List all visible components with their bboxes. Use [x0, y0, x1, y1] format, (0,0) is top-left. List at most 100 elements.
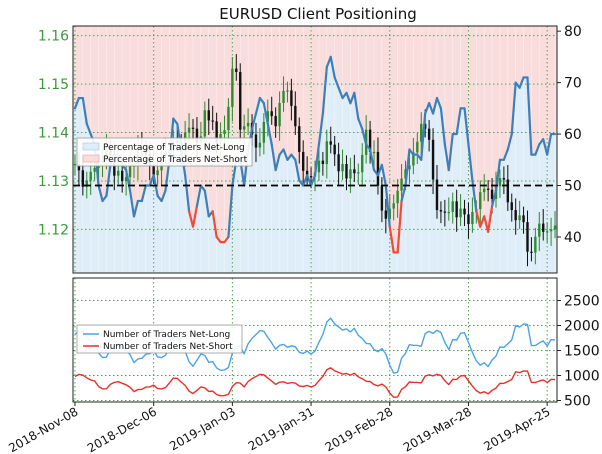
- candle: [211, 105, 214, 131]
- candle-body: [357, 172, 360, 174]
- candle-body: [341, 164, 344, 172]
- net-long-area-segment: [352, 92, 357, 273]
- net-long-line-segment: [227, 184, 234, 239]
- net-long-area-segment: [407, 149, 412, 273]
- net-long-line-segment: [467, 143, 474, 182]
- candle-body: [266, 111, 269, 122]
- net-long-line-segment: [132, 199, 140, 218]
- candle-body: [400, 178, 403, 191]
- net-long-line-segment: [203, 189, 210, 218]
- candle-body: [545, 231, 549, 233]
- candle: [431, 128, 435, 195]
- net-long-area-segment: [462, 108, 467, 273]
- net-short-area-segment: [194, 26, 200, 207]
- candle-body: [317, 160, 321, 173]
- candle: [187, 113, 191, 142]
- net-short-area-segment: [76, 26, 82, 99]
- candle-body: [203, 110, 207, 137]
- net-short-line-segment: [396, 199, 403, 254]
- candle-body: [404, 169, 407, 179]
- net-long-area-segment: [124, 170, 129, 273]
- legend-swatch: [82, 154, 100, 163]
- net-short-area-segment: [446, 26, 451, 171]
- candle: [447, 197, 450, 221]
- candle-body: [349, 169, 352, 179]
- candle-body: [242, 126, 246, 130]
- candle-body: [388, 208, 391, 219]
- legend-top: Percentage of Traders Net-Long Percentage…: [76, 137, 253, 167]
- candle: [538, 211, 541, 252]
- net-long-area-segment: [92, 144, 97, 273]
- right-axis-tick-label: 80: [564, 24, 582, 40]
- net-long-line-segment: [357, 117, 364, 131]
- x-axis-date-label: 2019-Apr-25: [481, 404, 552, 453]
- net-short-area-segment: [320, 26, 326, 114]
- right-axis-tick-label: 2500: [564, 294, 600, 310]
- candle-body: [120, 170, 124, 181]
- candle-body: [553, 225, 557, 230]
- net-short-area-segment: [273, 26, 278, 171]
- candle-body: [522, 215, 525, 223]
- net-short-area-segment: [250, 26, 255, 129]
- candle-body: [231, 68, 234, 107]
- net-short-area-segment: [297, 26, 302, 181]
- candle: [502, 166, 506, 195]
- candle-body: [463, 208, 466, 215]
- net-long-area-segment: [234, 159, 239, 273]
- candle-body: [506, 179, 510, 203]
- candle-body: [235, 68, 238, 73]
- candle-body: [294, 105, 297, 127]
- candle: [73, 155, 77, 176]
- net-long-line-segment: [321, 66, 328, 115]
- net-long-line-segment: [254, 96, 262, 115]
- net-long-line-segment: [302, 174, 309, 187]
- candle-body: [278, 103, 281, 127]
- net-short-area-segment: [375, 26, 381, 176]
- candle-body: [384, 210, 388, 219]
- net-long-area-segment: [273, 170, 278, 273]
- net-long-area-segment: [446, 170, 451, 273]
- candle-body: [298, 126, 301, 152]
- candle-body: [427, 128, 431, 140]
- x-axis: 2018-Nov-08 2018-Dec-06 2019-Jan-03 2019-Ja…: [6, 402, 553, 454]
- candle-body: [321, 160, 325, 165]
- candle-body: [254, 134, 258, 148]
- net-long-area-segment: [549, 134, 554, 273]
- net-long-line-segment: [384, 184, 391, 228]
- candle-body: [361, 154, 364, 173]
- net-short-area-segment: [265, 26, 270, 124]
- net-short-area-segment: [257, 26, 263, 99]
- net-long-area-segment: [171, 118, 176, 273]
- right-axis-tick-label: 40: [564, 230, 582, 246]
- net-long-line-segment: [400, 184, 407, 203]
- candle-body: [498, 178, 502, 187]
- candle-body: [534, 236, 537, 253]
- net-long-area-segment: [320, 113, 326, 274]
- net-short-area-segment: [462, 26, 467, 109]
- legend-box: [76, 137, 253, 167]
- candle-body: [467, 214, 470, 225]
- net-long-area-segment: [313, 175, 318, 273]
- candle: [329, 126, 332, 154]
- net-long-area-segment: [305, 175, 310, 273]
- net-long-line-segment: [463, 107, 470, 146]
- net-long-line-segment: [510, 81, 517, 136]
- candle: [542, 209, 545, 241]
- net-long-line-segment: [333, 76, 340, 89]
- candle-body: [490, 189, 494, 199]
- net-long-line-segment: [266, 122, 273, 146]
- net-short-line-segment: [191, 205, 199, 228]
- net-short-area-segment: [423, 26, 428, 114]
- net-long-area-segment: [415, 154, 420, 273]
- candle: [451, 192, 454, 224]
- net-long-area-segment: [179, 149, 184, 273]
- candle: [239, 63, 242, 142]
- net-long-line-segment: [262, 102, 269, 125]
- candle-body: [73, 164, 77, 166]
- right-axis-tick-label: 500: [564, 394, 591, 410]
- candle: [506, 164, 510, 212]
- net-long-area-segment: [297, 180, 302, 273]
- legend-entry-label: Percentage of Traders Net-Long: [103, 143, 245, 153]
- candle-body: [526, 222, 529, 252]
- candle: [416, 133, 419, 165]
